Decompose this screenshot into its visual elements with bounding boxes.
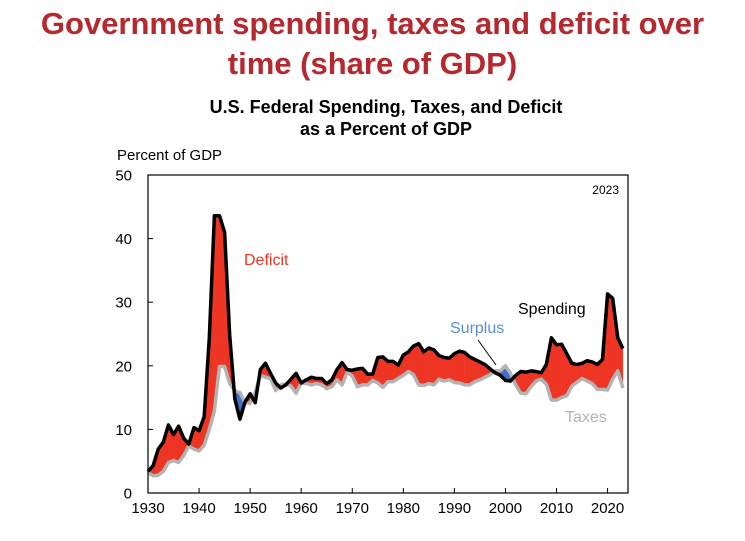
spending-annotation: Spending (518, 301, 586, 318)
x-tick-label: 1940 (182, 500, 215, 517)
spending-line (146, 213, 625, 473)
deficit-annotation: Deficit (244, 252, 289, 269)
taxes-line (147, 364, 625, 478)
deficit-band (438, 355, 445, 382)
deficit-band (443, 357, 450, 382)
y-tick-label: 40 (115, 231, 132, 248)
deficit-band (459, 350, 465, 386)
y-axis-label: Percent of GDP (117, 147, 222, 164)
plot-frame (147, 174, 629, 494)
x-tick-label: 1970 (336, 500, 369, 517)
deficit-band (556, 343, 562, 401)
deficit-band (520, 371, 527, 395)
y-tick-label: 20 (115, 358, 132, 375)
chart-title: U.S. Federal Spending, Taxes, and Defici… (209, 97, 563, 139)
y-tick-label: 50 (115, 168, 132, 185)
deficit-band (607, 293, 613, 391)
x-tick-label: 1990 (438, 500, 471, 517)
surplus-pointer-line (477, 339, 497, 366)
y-tick-label: 10 (115, 422, 132, 439)
deficit-band (551, 337, 557, 401)
y-tick-label: 30 (115, 295, 132, 312)
x-tick-label: 2020 (591, 500, 624, 517)
deficit-band (454, 350, 460, 384)
taxes-annotation: Taxes (565, 409, 607, 426)
slide-title: Government spending, taxes and deficit o… (40, 6, 705, 81)
x-tick-label: 2000 (489, 500, 522, 517)
y-tick-label: 0 (124, 486, 132, 503)
corner-note: 2023 (592, 183, 619, 197)
x-tick-label: 1980 (387, 500, 420, 517)
surplus-annotation: Surplus (450, 320, 504, 337)
x-tick-label: 1950 (233, 500, 266, 517)
deficit-band (387, 361, 394, 382)
deficit-band (423, 347, 430, 386)
deficit-band (428, 347, 435, 386)
x-tick-label: 2010 (540, 500, 573, 517)
x-tick-label: 1960 (285, 500, 318, 517)
x-tick-label: 1930 (131, 500, 164, 517)
